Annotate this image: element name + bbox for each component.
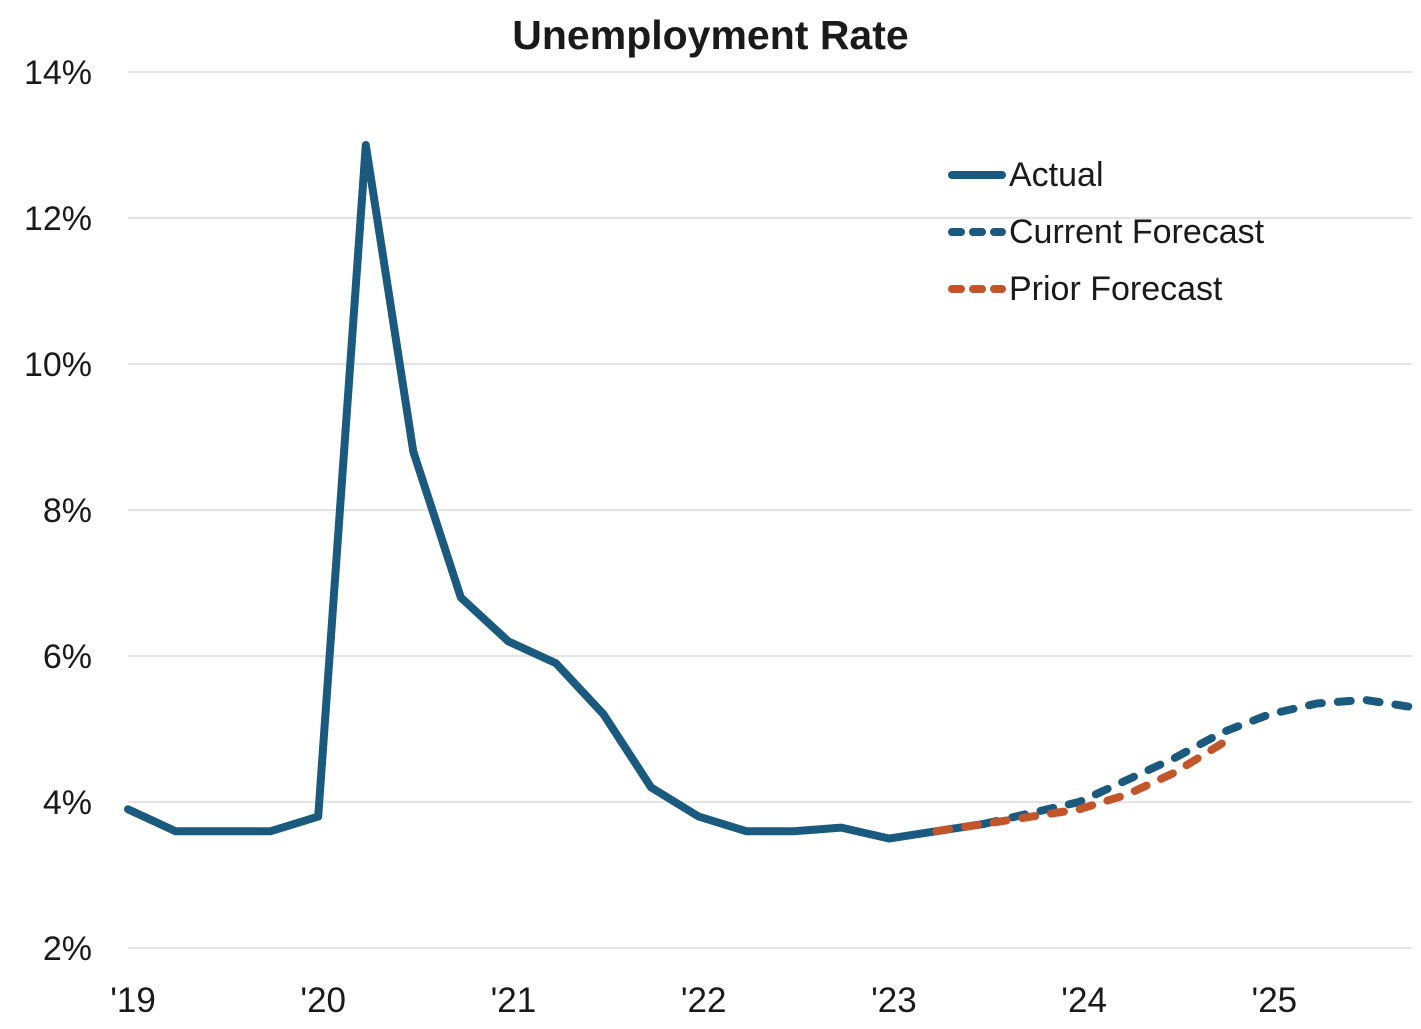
dashed-line-icon (948, 227, 1006, 236)
dashed-line-icon (948, 284, 1006, 293)
x-axis-tick-label: '22 (681, 981, 727, 1020)
legend-label-actual: Actual (1009, 155, 1104, 194)
x-axis-tick-label: '19 (110, 981, 156, 1020)
actual-series-line (124, 141, 988, 843)
y-axis-tick-label: 4% (43, 784, 92, 822)
y-axis-tick-label: 14% (24, 54, 92, 92)
legend-label-prior-forecast: Prior Forecast (1009, 269, 1223, 308)
y-axis-tick-label: 12% (24, 200, 92, 238)
chart-title: Unemployment Rate (512, 12, 909, 58)
x-axis-tick-label: '23 (871, 981, 917, 1020)
solid-line-icon (948, 170, 1006, 179)
x-axis-tick-label: '25 (1252, 981, 1298, 1020)
x-axis-tick-label: '20 (300, 981, 346, 1020)
y-axis-tick-label: 6% (43, 638, 92, 676)
current-forecast-series-line (980, 695, 1416, 828)
y-axis-tick-label: 2% (43, 930, 92, 968)
y-axis-tick-label: 10% (24, 346, 92, 384)
legend-label-current-forecast: Current Forecast (1009, 212, 1265, 251)
legend-item-current-forecast: Current Forecast (948, 203, 1264, 260)
legend: Actual Current Forecast Prior Forecast (948, 146, 1264, 317)
legend-item-prior-forecast: Prior Forecast (948, 260, 1264, 317)
y-axis-tick-label: 8% (43, 492, 92, 530)
x-axis-tick-label: '24 (1061, 981, 1107, 1020)
x-axis-tick-label: '21 (491, 981, 537, 1020)
legend-item-actual: Actual (948, 146, 1264, 203)
prior-forecast-series-line (932, 739, 1226, 836)
